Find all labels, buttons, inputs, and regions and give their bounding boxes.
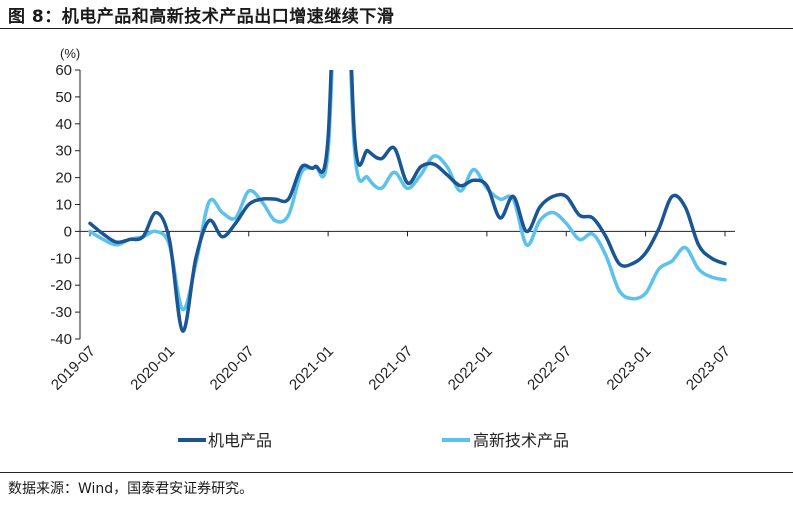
legend-label-2: 高新技术产品 xyxy=(473,431,569,450)
y-axis-ticks: 60 50 40 30 20 10 0 -10 -20 -30 -40 xyxy=(50,62,80,348)
series-line-1 xyxy=(88,70,727,333)
x-tick-label: 2022-01 xyxy=(445,343,496,394)
x-tick-label: 2021-01 xyxy=(286,343,337,394)
y-tick-label: 10 xyxy=(55,197,72,214)
x-tick-label: 2023-07 xyxy=(683,343,734,394)
line-chart: (%) 60 50 40 30 20 10 0 -10 -20 -30 -40 2019-07 202… xyxy=(48,46,735,450)
y-tick-label: 20 xyxy=(55,170,72,187)
y-tick-label: 30 xyxy=(55,143,72,160)
y-tick-label: 60 xyxy=(55,62,72,79)
x-tick-label: 2023-01 xyxy=(603,343,654,394)
x-tick-label: 2019-07 xyxy=(48,343,99,394)
y-tick-label: -20 xyxy=(50,277,72,294)
x-tick-label: 2020-07 xyxy=(207,343,258,394)
x-tick-label: 2021-07 xyxy=(365,343,416,394)
y-tick-label: -40 xyxy=(50,331,72,348)
bottom-rule xyxy=(0,472,793,473)
chart-title: 图 8：机电产品和高新技术产品出口增速继续下滑 xyxy=(8,7,395,27)
y-tick-label: -30 xyxy=(50,304,72,321)
source-note: 数据来源：Wind，国泰君安证券研究。 xyxy=(8,481,254,497)
y-tick-label: 50 xyxy=(55,89,72,106)
legend: 机电产品 高新技术产品 xyxy=(178,431,569,450)
x-axis-ticks: 2019-07 2020-01 2020-07 2021-01 2021-07 2022-… xyxy=(48,231,734,394)
x-tick-label: 2020-01 xyxy=(127,343,178,394)
legend-label-1: 机电产品 xyxy=(208,431,272,450)
y-tick-label: -10 xyxy=(50,250,72,267)
top-rule xyxy=(0,28,793,29)
y-tick-label: 40 xyxy=(55,116,72,133)
y-unit-label: (%) xyxy=(60,46,80,61)
series-group xyxy=(88,70,727,333)
x-tick-label: 2022-07 xyxy=(524,343,575,394)
y-tick-label: 0 xyxy=(64,223,72,240)
